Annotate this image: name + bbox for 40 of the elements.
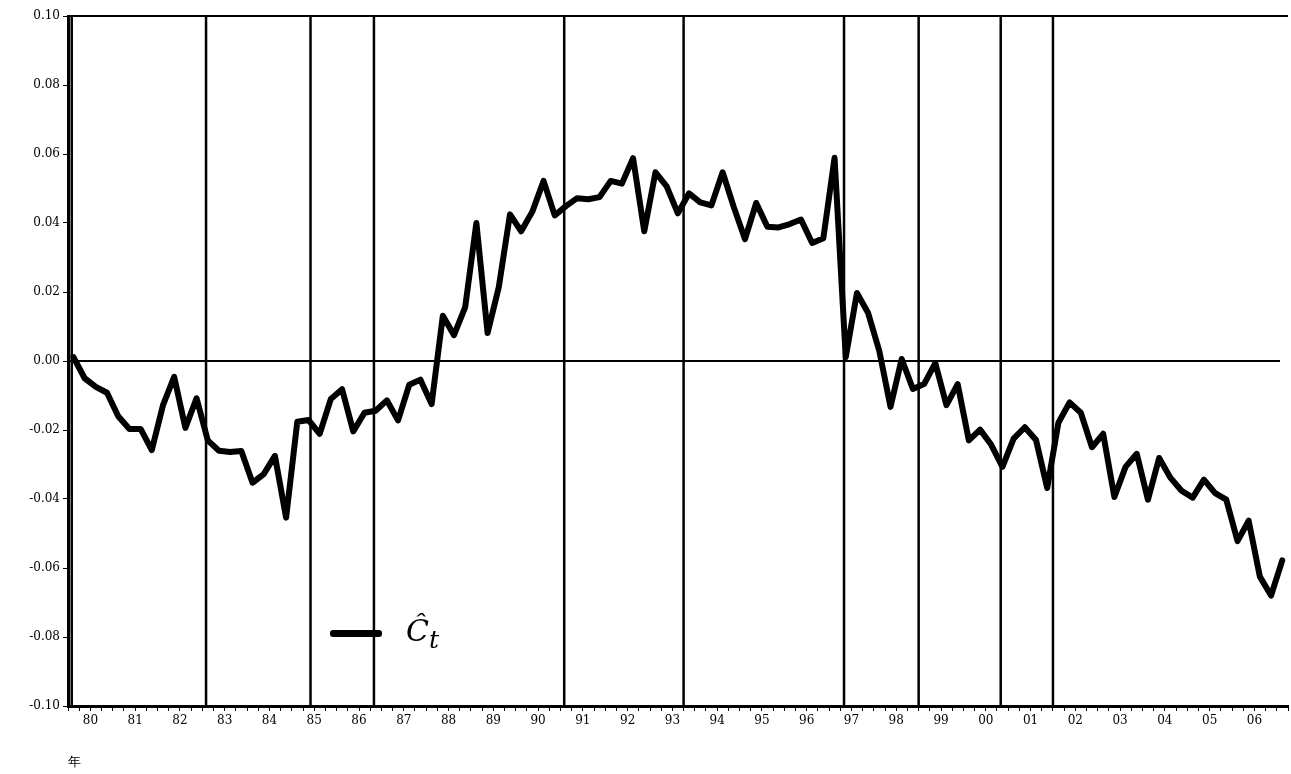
legend-label: Ĉ$_{t}$ xyxy=(406,613,440,654)
x-tick-label: 98 xyxy=(888,713,904,728)
x-tick-label: 04 xyxy=(1157,713,1173,728)
y-tick-label: -0.04 xyxy=(29,491,61,506)
y-tick-label: -0.10 xyxy=(29,698,60,713)
x-tick-label: 99 xyxy=(933,713,949,728)
x-tick-label: 95 xyxy=(754,713,770,728)
x-tick-label: 84 xyxy=(261,713,278,728)
x-tick-label: 88 xyxy=(440,713,457,728)
y-tick-label: 0.06 xyxy=(33,146,60,161)
y-tick-label: -0.08 xyxy=(29,629,60,644)
x-tick-label: 00 xyxy=(978,713,994,728)
x-tick-label: 01 xyxy=(1022,713,1039,728)
x-tick-label: 02 xyxy=(1067,713,1083,728)
x-tick-label: 90 xyxy=(530,713,546,728)
y-tick-label: 0.04 xyxy=(33,215,61,230)
y-tick-label: -0.06 xyxy=(29,560,60,575)
x-tick-label: 85 xyxy=(306,713,322,728)
x-tick-label: 05 xyxy=(1202,713,1218,728)
x-tick-label: 80 xyxy=(82,713,99,728)
x-tick-label: 91 xyxy=(575,713,591,728)
x-tick-label: 97 xyxy=(843,713,860,728)
x-tick-label: 93 xyxy=(664,713,681,728)
x-tick-label: 81 xyxy=(127,713,143,728)
x-tick-label: 96 xyxy=(799,713,815,728)
y-tick-label: 0.10 xyxy=(33,8,60,23)
x-tick-label: 03 xyxy=(1112,713,1128,728)
x-tick-label: 06 xyxy=(1246,713,1263,728)
x-tick-label: 83 xyxy=(217,713,233,728)
y-tick-label: 0.02 xyxy=(33,284,60,299)
x-tick-label: 82 xyxy=(172,713,188,728)
y-tick-label: -0.02 xyxy=(29,422,60,437)
x-tick-label: 94 xyxy=(709,713,726,728)
x-axis-title: 年 xyxy=(68,753,81,769)
x-tick-label: 86 xyxy=(351,713,367,728)
x-tick-label: 92 xyxy=(619,713,636,728)
y-tick-label: 0.08 xyxy=(33,77,60,92)
x-tick-label: 87 xyxy=(396,713,412,728)
y-tick-label: 0.00 xyxy=(33,353,60,368)
x-tick-label: 89 xyxy=(485,713,501,728)
